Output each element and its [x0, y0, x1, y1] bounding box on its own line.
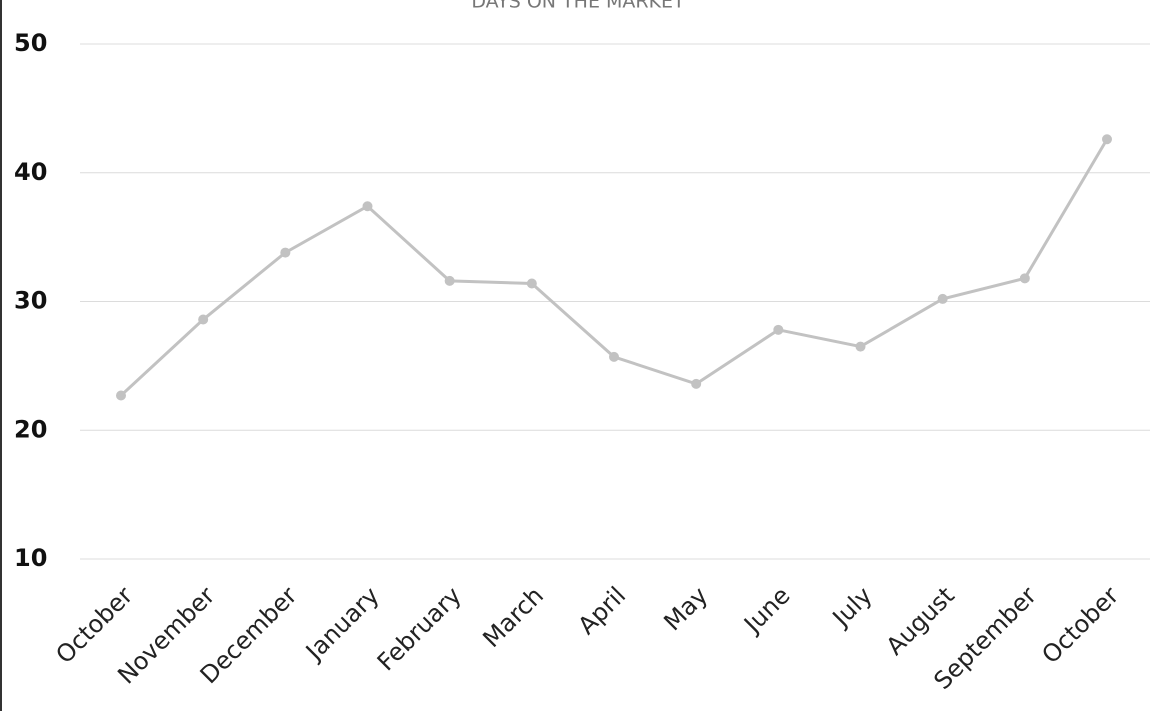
data-point [1019, 273, 1030, 284]
x-tick-label: May [658, 581, 713, 636]
data-point [116, 390, 126, 401]
data-point [855, 341, 866, 352]
x-tick-label: July [826, 581, 878, 633]
data-point [773, 324, 784, 335]
data-point [526, 278, 537, 289]
data-point [362, 201, 373, 212]
y-tick-label: 40 [14, 158, 47, 186]
y-tick-label: 30 [14, 287, 47, 315]
x-tick-label: June [737, 581, 795, 639]
x-tick-label: March [477, 581, 549, 653]
data-point [609, 351, 619, 362]
y-tick-label: 50 [14, 29, 47, 57]
x-tick-label: January [299, 581, 385, 667]
y-tick-label: 20 [14, 415, 47, 443]
data-point [937, 293, 948, 304]
chart-title: DAYS ON THE MARKET [471, 0, 685, 13]
x-tick-label: April [573, 581, 632, 640]
data-point [280, 247, 291, 258]
data-point [198, 314, 209, 325]
x-tick-label: October [1036, 581, 1124, 669]
y-tick-label: 10 [14, 544, 47, 572]
x-tick-label: February [372, 581, 467, 676]
x-tick-label: August [881, 581, 960, 660]
data-point [444, 275, 455, 286]
data-point [1102, 134, 1112, 145]
data-point [691, 378, 702, 389]
